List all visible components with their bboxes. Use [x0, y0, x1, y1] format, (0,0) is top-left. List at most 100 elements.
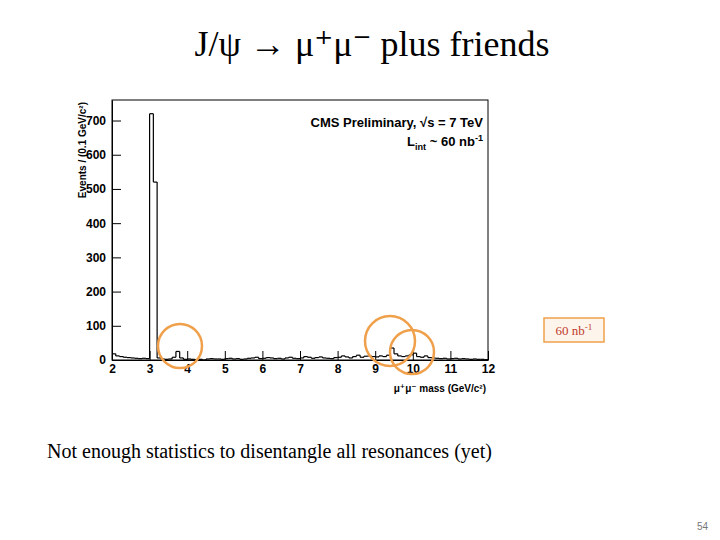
histogram-step [273, 357, 274, 359]
highlight-circle [390, 330, 434, 374]
histogram-step [476, 358, 477, 360]
plot-frame [112, 100, 488, 360]
histogram-step [149, 114, 150, 359]
histogram-step [292, 357, 293, 358]
chart-subtitle: Lint ~ 60 nb-1 [407, 133, 483, 152]
x-tick-mark [300, 351, 301, 360]
histogram-step [352, 357, 353, 358]
histogram-bin [465, 358, 469, 359]
histogram-bin [484, 359, 488, 360]
histogram-step [454, 358, 455, 360]
histogram-bin [341, 355, 345, 356]
histogram-bin [349, 357, 353, 358]
x-tick-label: 8 [335, 362, 342, 376]
histogram-step [296, 358, 297, 360]
y-tick-label: 0 [99, 353, 106, 367]
histogram-bin [206, 358, 210, 359]
histogram-bin [244, 358, 248, 359]
histogram-step [348, 357, 349, 358]
histogram-step [205, 359, 206, 360]
histogram-step [363, 356, 364, 357]
histogram-step [393, 348, 394, 354]
x-tick: 8 [335, 351, 342, 376]
histogram-step [247, 358, 248, 360]
histogram-step [423, 356, 424, 357]
histogram-bin [120, 356, 124, 357]
histogram-bin [439, 358, 443, 359]
histogram-bin [383, 356, 387, 357]
histogram-step [329, 358, 330, 360]
histogram-step [266, 357, 267, 359]
x-tick: 11 [445, 351, 458, 376]
histogram-bin [221, 359, 225, 360]
slide-title: J/ψ → μ⁺μ⁻ plus friends [194, 24, 549, 64]
histogram-bin [229, 358, 233, 359]
histogram-step [258, 357, 259, 358]
x-tick-label: 5 [222, 362, 229, 376]
histogram-step [179, 351, 180, 358]
histogram-step [175, 351, 176, 357]
y-tick: 500 [86, 182, 121, 196]
x-tick-label: 6 [260, 362, 267, 376]
text-part: int [415, 142, 426, 152]
histogram-bin [236, 358, 240, 359]
histogram-bin [123, 357, 127, 358]
histogram-step [202, 359, 203, 360]
histogram-step [382, 355, 383, 357]
histogram-bin [296, 358, 300, 359]
x-tick: 2 [109, 351, 116, 376]
histogram-bin [477, 359, 481, 360]
x-tick: 7 [297, 351, 304, 376]
histogram-bin [127, 357, 131, 358]
histogram-step [299, 357, 300, 359]
histogram-step [187, 358, 188, 360]
histogram-step [254, 357, 255, 359]
histogram-bin [165, 359, 169, 360]
histogram-step [141, 358, 142, 360]
histogram-step [190, 358, 191, 360]
x-tick-label: 3 [147, 362, 154, 376]
x-tick-label: 2 [109, 362, 116, 376]
y-tick-mark [112, 292, 121, 293]
histogram-bin [277, 358, 281, 359]
y-tick-label: 700 [86, 114, 106, 128]
x-tick-label: 7 [297, 362, 304, 376]
histogram-bin [247, 358, 251, 359]
histogram-bin [458, 358, 462, 359]
histogram-step [461, 358, 462, 360]
caption: Not enough statistics to disentangle all… [47, 440, 492, 463]
histogram-step [303, 357, 304, 358]
histogram-bin [270, 357, 274, 358]
histogram-step [183, 358, 184, 359]
histogram-bin [435, 358, 439, 359]
histogram-step [487, 359, 488, 360]
histogram-step [115, 354, 116, 356]
histogram-bin [311, 358, 315, 359]
y-tick-mark [112, 223, 121, 224]
y-tick: 300 [86, 251, 121, 265]
histogram-bin [308, 357, 312, 358]
histogram-step [405, 355, 406, 357]
histogram-step [126, 357, 127, 359]
y-tick-mark [112, 326, 121, 327]
histogram-step [145, 358, 146, 360]
y-axis-title: Events / (0.1 GeV/c²) [77, 102, 88, 198]
y-tick-mark [112, 155, 121, 156]
histogram-step [435, 357, 436, 359]
x-tick: 4 [184, 351, 191, 376]
histogram-bin [443, 358, 447, 359]
histogram-bin [232, 358, 236, 359]
y-tick: 700 [86, 114, 121, 128]
histogram-bin [330, 358, 334, 359]
histogram-step [345, 356, 346, 357]
histogram-step [130, 357, 131, 359]
x-tick-mark [338, 351, 339, 360]
histogram-bin [353, 356, 357, 357]
y-tick-label: 600 [86, 148, 106, 162]
histogram-step [239, 358, 240, 360]
histogram-bin [266, 357, 270, 358]
histogram-bin [420, 357, 424, 358]
histogram-bin [255, 357, 259, 358]
y-tick: 200 [86, 285, 121, 299]
histogram-bin [285, 357, 289, 358]
